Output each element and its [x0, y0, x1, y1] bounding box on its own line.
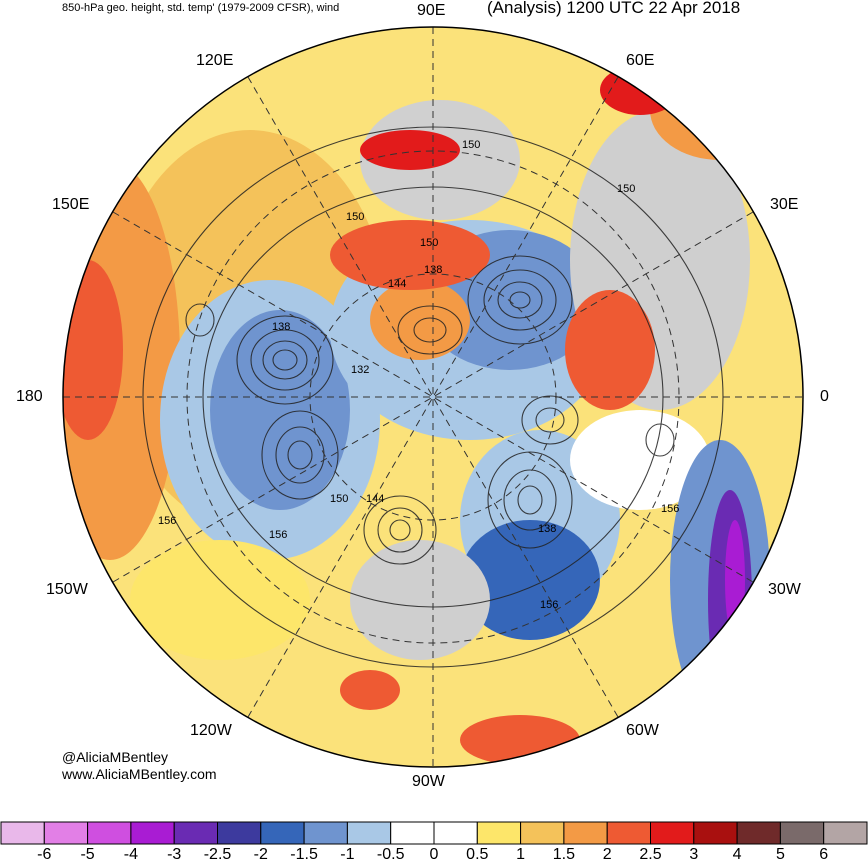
colorbar-swatch [130, 821, 175, 845]
colorbar-swatch [823, 821, 868, 845]
contour-label: 156 [269, 529, 287, 541]
chart-title: 850-hPa geo. height, std. temp' (1979-20… [62, 2, 340, 14]
lon-label-90w: 90W [412, 773, 445, 790]
contour-label: 156 [661, 503, 679, 515]
colorbar-swatch [520, 821, 565, 845]
temperature-anomaly-field [63, 27, 803, 767]
contour-label: 156 [158, 515, 176, 527]
contour-label: 150 [462, 139, 480, 151]
colorbar-swatch [650, 821, 695, 845]
lon-label-90e: 90E [417, 2, 446, 19]
colorbar-tick-label: -2 [253, 846, 268, 863]
contour-label: 150 [330, 493, 348, 505]
colorbar-swatch [217, 821, 262, 845]
lon-label-120w: 120W [190, 722, 232, 739]
colorbar-tick-label: 2.5 [639, 846, 662, 863]
colorbar-swatch [43, 821, 89, 845]
contour-label: 144 [388, 278, 406, 290]
colorbar-swatch [563, 821, 608, 845]
lon-label-150w: 150W [46, 581, 88, 598]
contour-label: 150 [420, 237, 438, 249]
colorbar-tick-label: 1.5 [552, 846, 576, 863]
colorbar-tick-label: -1 [340, 846, 355, 863]
author-handle: @AliciaMBentley [62, 749, 169, 765]
contour-label: 150 [617, 183, 635, 195]
colorbar-tick-label: -0.5 [376, 846, 405, 863]
graticule [63, 27, 803, 767]
colorbar-swatch [87, 821, 132, 845]
colorbar-swatch [390, 821, 435, 845]
colorbar-swatch [433, 821, 478, 845]
colorbar-tick-label: 6 [819, 846, 829, 863]
contour-label: 138 [538, 523, 556, 535]
lon-label-0: 0 [820, 388, 829, 405]
colorbar-tick-label: 0 [429, 846, 439, 863]
colorbar-swatch [346, 821, 392, 845]
colorbar-tick-label: 1 [516, 846, 526, 863]
colorbar-tick-label: -4 [123, 846, 139, 863]
colorbar-tick-label: 4 [732, 846, 742, 863]
contour-label: 138 [424, 264, 442, 276]
contour-label: 150 [346, 211, 364, 223]
colorbar-swatch [693, 821, 738, 845]
colorbar-swatch [476, 821, 522, 845]
map-boundary [62, 26, 804, 768]
contour-label: 138 [272, 321, 290, 333]
contour-label: 132 [351, 364, 369, 376]
colorbar-tick-label: 0.5 [466, 846, 489, 863]
contour-label-group: 150 150 150 150 138 144 138 132 150 144 … [158, 139, 679, 611]
colorbar-tick-label: -5 [80, 846, 95, 863]
contour-label: 156 [540, 599, 558, 611]
colorbar [0, 821, 868, 845]
lon-label-180: 180 [16, 388, 43, 405]
colorbar-swatch [779, 821, 825, 845]
colorbar-tick-label: -2.5 [203, 846, 232, 863]
lon-label-150e: 150E [52, 196, 90, 213]
contour-label: 144 [366, 493, 384, 505]
colorbar-tick-label: 5 [775, 846, 785, 863]
author-website: www.AliciaMBentley.com [62, 766, 217, 782]
analysis-time: (Analysis) 1200 UTC 22 Apr 2018 [487, 0, 741, 17]
colorbar-swatch [736, 821, 781, 845]
colorbar-tick-label: -6 [37, 846, 52, 863]
colorbar-tick-label: 2 [602, 846, 612, 863]
lon-label-30e: 30E [770, 196, 799, 213]
lon-label-60e: 60E [626, 52, 655, 69]
colorbar-swatch [303, 821, 348, 845]
colorbar-swatch [0, 821, 45, 845]
colorbar-tick-label: 3 [689, 846, 699, 863]
polar-map: 150 150 150 150 138 144 138 132 150 144 … [62, 26, 804, 768]
colorbar-swatch [260, 821, 305, 845]
lon-label-120e: 120E [196, 52, 234, 69]
lon-label-30w: 30W [768, 581, 801, 598]
colorbar-tick-label: -1.5 [290, 846, 318, 863]
colorbar-swatch [606, 821, 652, 845]
colorbar-tick-label: -3 [167, 846, 182, 863]
lon-label-60w: 60W [626, 722, 659, 739]
colorbar-swatch [173, 821, 218, 845]
